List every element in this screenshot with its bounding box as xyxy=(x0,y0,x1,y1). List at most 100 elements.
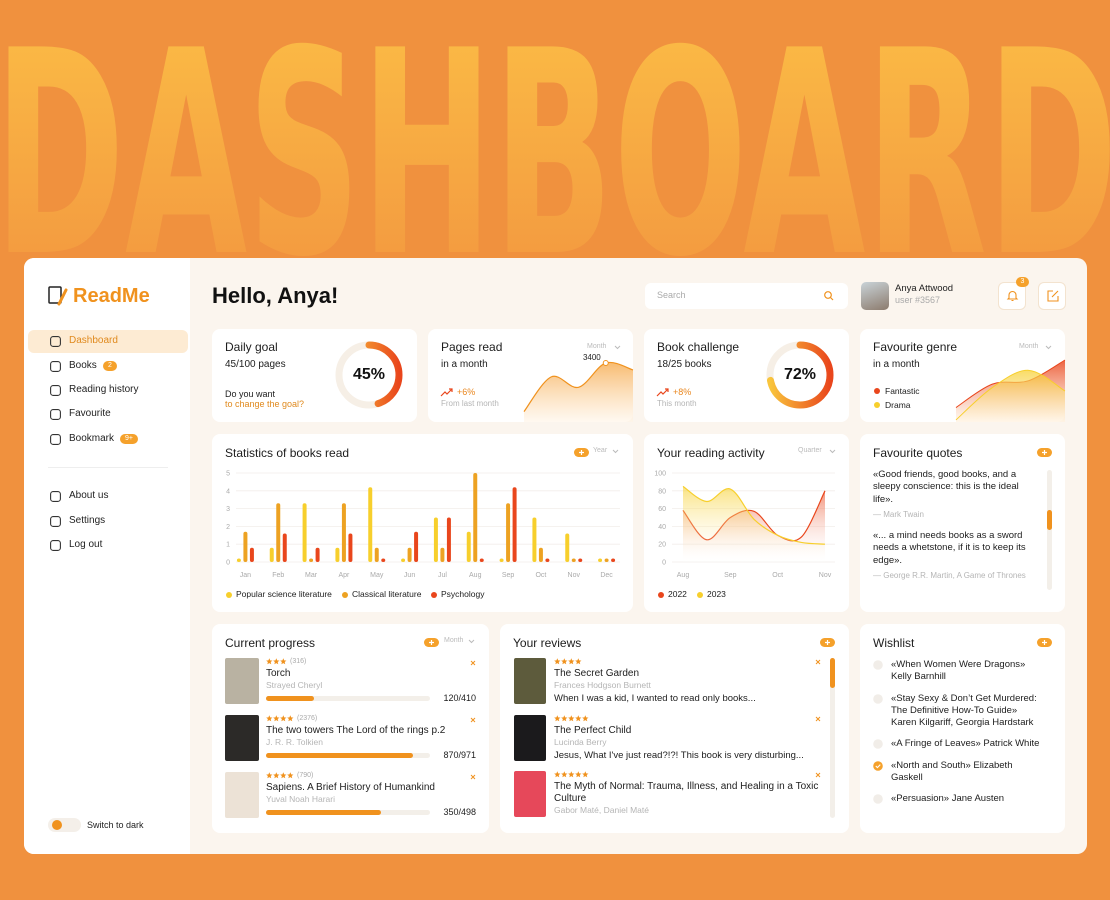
divider xyxy=(48,467,168,468)
bell-icon xyxy=(1006,290,1019,302)
star xyxy=(561,715,568,722)
subtitle: in a month xyxy=(441,359,488,370)
bar xyxy=(440,547,445,562)
ring-progress xyxy=(335,341,403,409)
x-tick-label: Mar xyxy=(305,572,318,579)
star xyxy=(554,715,561,722)
period-select[interactable]: Month xyxy=(587,343,607,350)
checkbox[interactable] xyxy=(873,693,883,704)
bar xyxy=(276,503,281,562)
y-tick-label: 40 xyxy=(658,524,666,531)
nav-item[interactable]: Settings xyxy=(69,515,106,526)
card-title: Current progress xyxy=(225,636,316,650)
nav-item[interactable]: Dashboard xyxy=(69,335,118,346)
period-select[interactable]: Month xyxy=(444,637,464,644)
bar xyxy=(315,547,320,562)
nav-icon-shape xyxy=(50,385,61,396)
x-tick-label: Apr xyxy=(338,572,350,579)
ring-label: 45% xyxy=(352,366,386,383)
star xyxy=(266,771,273,778)
checkbox-tick xyxy=(875,763,881,768)
hero: DASHBOARD xyxy=(0,0,1110,262)
book-title: Torch xyxy=(266,668,291,679)
rating xyxy=(554,771,589,778)
remove-icon xyxy=(470,774,476,780)
period-select[interactable]: Month xyxy=(1019,343,1039,350)
nav-icon-shape xyxy=(50,516,61,527)
remove-button[interactable] xyxy=(470,774,476,780)
star xyxy=(554,658,561,665)
wishlist-item[interactable]: «North and South» Elizabeth Gaskell xyxy=(873,760,1053,784)
remove-button[interactable] xyxy=(470,717,476,723)
remove-button[interactable] xyxy=(470,660,476,666)
chevron xyxy=(829,449,836,454)
add-button[interactable] xyxy=(1037,448,1052,457)
rating-row: (316) xyxy=(266,657,466,666)
card xyxy=(500,624,849,833)
progress-fill xyxy=(266,810,382,815)
pages-progress: 120/410 xyxy=(443,693,476,703)
change: +6% xyxy=(457,387,476,397)
remove-button[interactable] xyxy=(815,716,821,722)
nav-icon xyxy=(50,540,61,551)
wishlist-item[interactable]: «When Women Were Dragons» Kelly Barnhill xyxy=(873,659,1053,683)
checkbox[interactable] xyxy=(873,794,883,804)
y-tick-label: 0 xyxy=(662,560,666,567)
nav-item[interactable]: Log out xyxy=(69,539,103,550)
nav-icon-shape xyxy=(50,491,61,502)
wishlist-item[interactable]: «Stay Sexy & Don’t Get Murdered: The Def… xyxy=(873,693,1053,729)
bar xyxy=(249,547,254,562)
legend-swatch xyxy=(342,592,348,598)
add-button[interactable] xyxy=(820,638,835,647)
nav-icon xyxy=(50,409,61,420)
trend-arrow xyxy=(656,388,669,397)
book-cover xyxy=(514,771,546,817)
wishlist-text: «Persuasion» Jane Austen xyxy=(891,793,1005,804)
theme-toggle-label[interactable]: Switch to dark xyxy=(87,820,144,830)
chevron-icon xyxy=(829,449,836,454)
y-tick-label: 5 xyxy=(226,471,230,478)
search-placeholder[interactable]: Search xyxy=(657,290,686,300)
notification-badge: 3 xyxy=(1016,277,1029,288)
nav-icon xyxy=(50,434,61,445)
bar xyxy=(401,558,406,562)
goal-link[interactable]: to change the goal? xyxy=(225,399,305,409)
book-info: (2376) The two towers The Lord of the rin… xyxy=(266,714,466,747)
card xyxy=(860,434,1065,612)
add-button[interactable] xyxy=(424,638,439,647)
progress-fill xyxy=(266,696,314,701)
add-button[interactable] xyxy=(1037,638,1052,647)
nav-item[interactable]: Reading history xyxy=(69,384,139,395)
bar xyxy=(611,558,616,562)
wishlist-item[interactable]: «Persuasion» Jane Austen xyxy=(873,793,1053,805)
wishlist-item[interactable]: «A Fringe of Leaves» Patrick White xyxy=(873,738,1053,750)
checkbox[interactable] xyxy=(873,660,883,670)
legend-label: Popular science literature xyxy=(236,589,332,599)
period-select[interactable]: Year xyxy=(593,447,608,454)
bar xyxy=(348,533,353,562)
bar xyxy=(374,547,379,562)
checkbox[interactable] xyxy=(873,760,883,771)
wishlist: «When Women Were Dragons» Kelly Barnhill… xyxy=(873,659,1053,815)
nav-item[interactable]: About us xyxy=(69,490,109,501)
bar xyxy=(598,558,603,562)
logo-pencil xyxy=(57,288,68,306)
add-button[interactable] xyxy=(574,448,589,457)
nav-item[interactable]: Books xyxy=(69,360,97,371)
period-select[interactable]: Quarter xyxy=(798,447,822,454)
area xyxy=(683,486,825,562)
nav-item[interactable]: Favourite xyxy=(69,408,111,419)
review-info: The Myth of Normal: Trauma, Illness, and… xyxy=(554,770,819,815)
book-title: The two towers The Lord of the rings p.2 xyxy=(266,725,446,736)
remove-button[interactable] xyxy=(815,659,821,665)
bar xyxy=(538,547,543,562)
nav-item[interactable]: Bookmark xyxy=(69,433,115,444)
rating-row xyxy=(554,770,819,779)
remove-icon xyxy=(470,717,476,723)
logo-book xyxy=(48,286,62,304)
checkbox[interactable] xyxy=(873,739,883,749)
x-tick-label: May xyxy=(370,572,384,579)
book-author: Strayed Cheryl xyxy=(266,680,323,690)
remove-button[interactable] xyxy=(815,772,821,778)
bar xyxy=(499,558,504,562)
